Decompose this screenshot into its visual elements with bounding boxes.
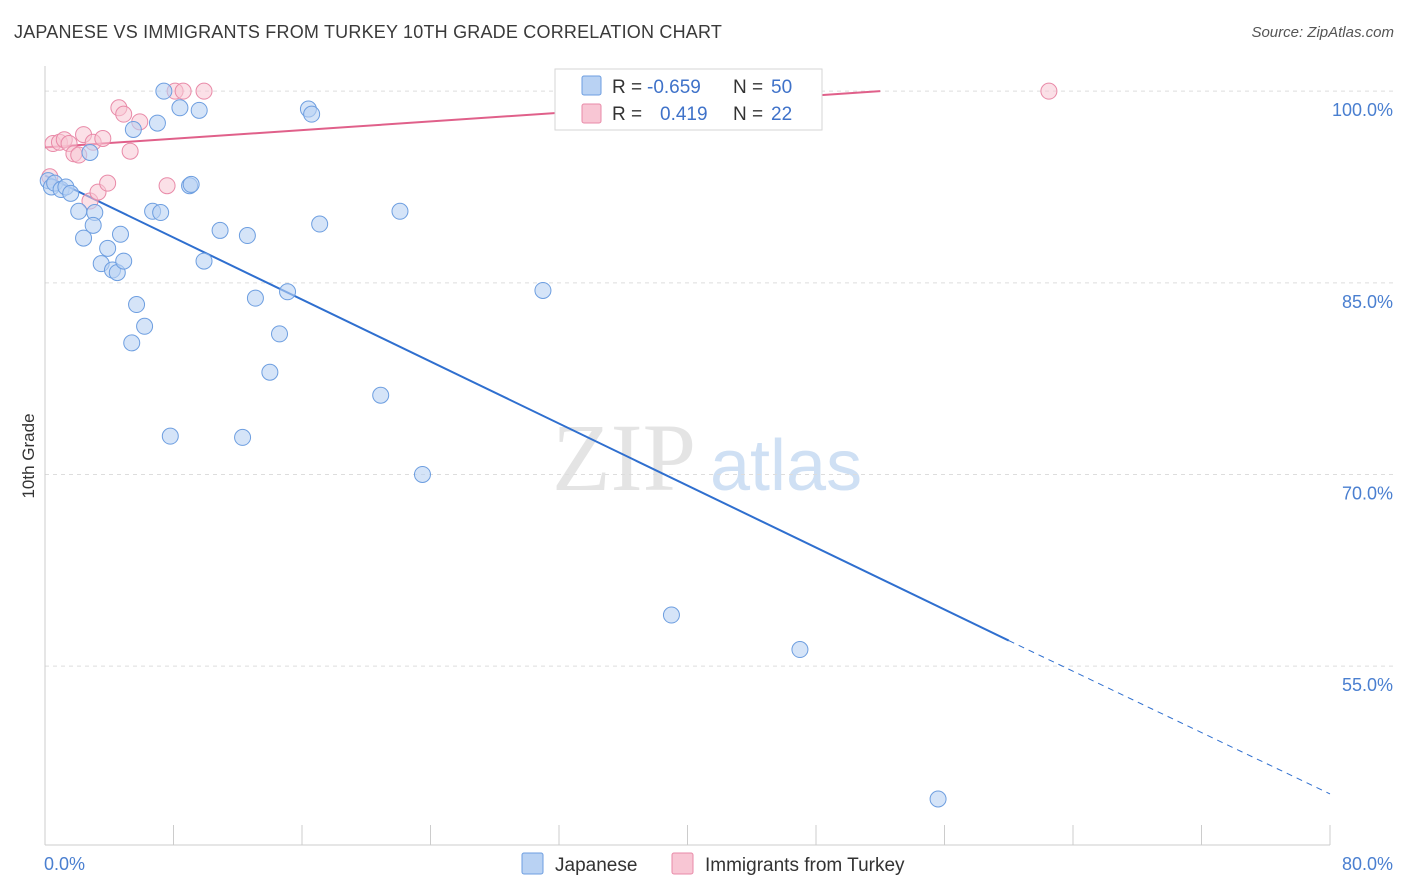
legend-n-label-2: N = — [733, 104, 763, 125]
japanese-point — [261, 363, 279, 381]
japanese-point — [372, 386, 390, 404]
axes: 55.0% 70.0% 85.0% 100.0% — [44, 66, 1393, 846]
japanese-point — [662, 606, 680, 624]
japanese-point — [246, 289, 264, 307]
legend-n-value-2: 22 — [771, 104, 792, 125]
y-tick-label: 55.0% — [1342, 675, 1393, 695]
japanese-point — [123, 334, 141, 352]
x-tick-label-max: 80.0% — [1342, 854, 1393, 874]
japanese-point — [190, 101, 208, 119]
japanese-point — [391, 202, 409, 220]
japanese-point — [115, 252, 133, 270]
japanese-point — [99, 239, 117, 257]
chart-title: JAPANESE VS IMMIGRANTS FROM TURKEY 10TH … — [14, 22, 723, 42]
japanese-point — [238, 227, 256, 245]
y-tick-label: 100.0% — [1332, 100, 1393, 120]
chart-source: Source: ZipAtlas.com — [1251, 24, 1394, 41]
japanese-point — [128, 296, 146, 314]
legend-swatch-japanese — [581, 75, 602, 96]
japanese-point — [75, 229, 93, 247]
turkey-point — [195, 82, 213, 100]
watermark-atlas: atlas — [710, 426, 862, 506]
legend-r-value-2: 0.419 — [660, 104, 708, 125]
japanese-point — [311, 215, 329, 233]
legend-n-value-1: 50 — [771, 77, 792, 98]
turkey-point — [121, 142, 139, 160]
japanese-point — [279, 283, 297, 301]
japanese-point — [70, 202, 88, 220]
bottom-legend-turkey: Immigrants from Turkey — [705, 855, 905, 876]
y-tick-label: 70.0% — [1342, 483, 1393, 503]
turkey-point — [174, 82, 192, 100]
japanese-point — [413, 465, 431, 483]
japanese-point — [791, 641, 809, 659]
japanese-point — [81, 143, 99, 161]
japanese-point — [182, 175, 200, 193]
y-axis-title: 10th Grade — [19, 413, 38, 498]
japanese-point — [929, 790, 947, 808]
japanese-point — [271, 325, 289, 343]
y-tick-label: 85.0% — [1342, 292, 1393, 312]
watermark-zip: ZIP — [552, 404, 696, 511]
bottom-legend-swatch-turkey — [671, 852, 694, 875]
correlation-legend: R = -0.659 N = 50 R = 0.419 N = 22 — [554, 68, 823, 131]
japanese-point — [111, 225, 129, 243]
japanese-point — [84, 216, 102, 234]
legend-r-label-1: R = — [612, 77, 642, 98]
data-points — [39, 82, 1058, 808]
japanese-point — [195, 252, 213, 270]
japanese-point — [161, 427, 179, 445]
legend-n-label-1: N = — [733, 77, 763, 98]
watermark: ZIP atlas — [552, 404, 862, 511]
japanese-point — [124, 120, 142, 138]
turkey-point — [1040, 82, 1058, 100]
japanese-point — [171, 99, 189, 117]
japanese-point — [152, 204, 170, 222]
japanese-point — [234, 428, 252, 446]
japanese-trend-extension — [1008, 640, 1331, 795]
legend-r-label-2: R = — [612, 104, 642, 125]
japanese-point — [148, 114, 166, 132]
x-tick-label-min: 0.0% — [44, 854, 85, 874]
bottom-legend-swatch-japanese — [521, 852, 544, 875]
series-legend: Japanese Immigrants from Turkey — [521, 852, 905, 876]
legend-swatch-turkey — [581, 103, 602, 124]
japanese-point — [136, 317, 154, 335]
turkey-point — [158, 177, 176, 195]
japanese-point — [303, 105, 321, 123]
grid-lines — [45, 90, 1393, 667]
legend-r-value-1: -0.659 — [647, 77, 701, 98]
japanese-trend-line — [44, 174, 1010, 642]
japanese-point — [62, 184, 80, 202]
japanese-point — [211, 221, 229, 239]
bottom-legend-japanese: Japanese — [555, 855, 637, 876]
turkey-point — [115, 105, 133, 123]
turkey-point — [94, 129, 112, 147]
japanese-point — [155, 82, 173, 100]
turkey-point — [99, 174, 117, 192]
japanese-point — [534, 281, 552, 299]
